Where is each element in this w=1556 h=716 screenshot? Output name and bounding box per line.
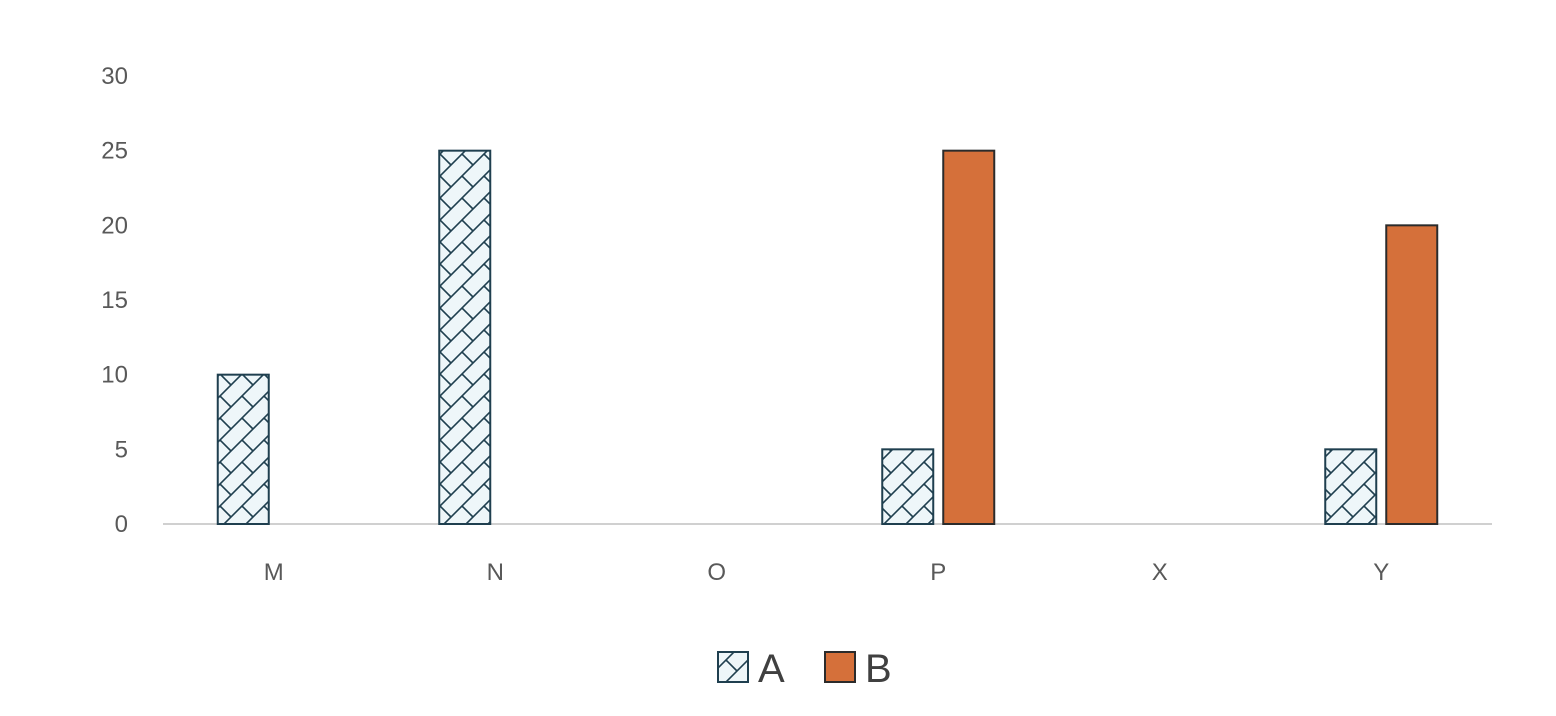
bar-a-P <box>881 448 935 526</box>
category-label-O: O <box>707 559 726 586</box>
bars <box>216 149 1439 526</box>
y-tick-label-5: 5 <box>115 436 128 463</box>
y-tick-label-30: 30 <box>101 63 128 90</box>
bar-b-P <box>942 149 996 526</box>
y-tick-label-25: 25 <box>101 138 128 165</box>
legend-label-a: A <box>758 647 785 691</box>
legend-swatch-b <box>824 651 856 683</box>
category-label-N: N <box>487 559 504 586</box>
y-axis-tick-labels: 0 5 10 15 20 25 30 <box>101 63 128 538</box>
legend-swatch-a <box>717 651 749 683</box>
y-tick-label-0: 0 <box>115 511 128 538</box>
bar-a-N <box>438 149 492 526</box>
category-label-Y: Y <box>1373 559 1389 586</box>
category-label-P: P <box>930 559 946 586</box>
y-tick-label-15: 15 <box>101 287 128 314</box>
bar-b-Y <box>1385 224 1439 525</box>
y-tick-label-10: 10 <box>101 362 128 389</box>
legend-label-b: B <box>865 647 892 691</box>
category-label-M: M <box>264 559 284 586</box>
y-tick-label-20: 20 <box>101 212 128 239</box>
category-label-X: X <box>1152 559 1168 586</box>
bar-a-Y <box>1324 448 1378 526</box>
bar-a-M <box>216 373 270 525</box>
